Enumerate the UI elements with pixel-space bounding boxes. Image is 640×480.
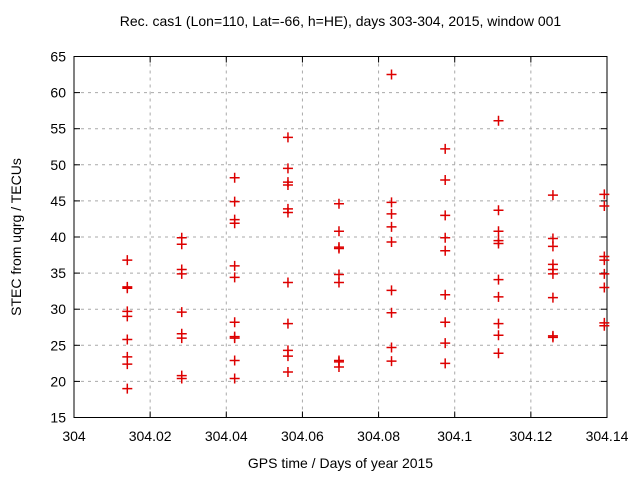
data-point-plus-icon: [229, 355, 240, 366]
data-point-plus-icon: [599, 320, 610, 331]
data-point-plus-icon: [229, 373, 240, 384]
data-point-plus-icon: [282, 163, 293, 174]
data-point-plus-icon: [122, 359, 133, 370]
data-point-plus-icon: [282, 132, 293, 143]
data-point-plus-icon: [122, 283, 133, 294]
data-point-plus-icon: [493, 330, 504, 341]
data-point-plus-icon: [386, 197, 397, 208]
data-point-plus-icon: [333, 361, 344, 372]
data-point-plus-icon: [386, 69, 397, 80]
data-point-plus-icon: [282, 180, 293, 191]
data-point-plus-icon: [386, 285, 397, 296]
chart-title: Rec. cas1 (Lon=110, Lat=-66, h=HE), days…: [119, 13, 562, 29]
data-point-plus-icon: [547, 332, 558, 343]
data-point-plus-icon: [282, 207, 293, 218]
data-point-plus-icon: [599, 268, 610, 279]
y-tick-label: 20: [50, 373, 66, 389]
data-point-plus-icon: [493, 318, 504, 329]
data-point-plus-icon: [493, 205, 504, 216]
data-point-plus-icon: [493, 226, 504, 237]
data-point-plus-icon: [440, 289, 451, 300]
x-tick-label: 304: [62, 428, 86, 444]
data-point-plus-icon: [599, 189, 610, 200]
data-point-plus-icon: [493, 291, 504, 302]
data-point-plus-icon: [282, 318, 293, 329]
data-point-plus-icon: [176, 373, 187, 384]
data-point-plus-icon: [229, 272, 240, 283]
data-point-plus-icon: [386, 342, 397, 353]
data-point-plus-icon: [493, 115, 504, 126]
y-axis-title: STEC from uqrg / TECUs: [8, 158, 24, 316]
data-point-plus-icon: [176, 268, 187, 279]
x-axis-title: GPS time / Days of year 2015: [247, 455, 434, 471]
data-point-plus-icon: [176, 333, 187, 344]
data-point-plus-icon: [386, 208, 397, 219]
data-point-plus-icon: [229, 317, 240, 328]
data-point-plus-icon: [440, 143, 451, 154]
data-point-plus-icon: [176, 239, 187, 250]
data-point-plus-icon: [229, 333, 240, 344]
y-tick-label: 45: [50, 193, 66, 209]
data-point-plus-icon: [333, 226, 344, 237]
data-point-plus-icon: [229, 260, 240, 271]
data-point-plus-icon: [599, 282, 610, 293]
data-point-plus-icon: [599, 255, 610, 266]
y-tick-label: 25: [50, 337, 66, 353]
data-point-plus-icon: [547, 190, 558, 201]
data-point-plus-icon: [493, 348, 504, 359]
data-point-plus-icon: [440, 232, 451, 243]
y-tick-label: 55: [50, 121, 66, 137]
y-tick-label: 15: [50, 410, 66, 426]
data-point-plus-icon: [122, 383, 133, 394]
data-point-plus-icon: [547, 241, 558, 252]
y-tick-label: 30: [50, 301, 66, 317]
data-point-plus-icon: [599, 200, 610, 211]
data-point-plus-icon: [440, 245, 451, 256]
data-point-plus-icon: [282, 351, 293, 362]
data-point-plus-icon: [386, 221, 397, 232]
data-point-plus-icon: [229, 218, 240, 229]
data-point-plus-icon: [122, 334, 133, 345]
data-point-plus-icon: [122, 255, 133, 266]
x-tick-label: 304.1: [437, 428, 472, 444]
y-tick-label: 35: [50, 265, 66, 281]
x-tick-label: 304.14: [586, 428, 629, 444]
data-point-plus-icon: [386, 356, 397, 367]
data-point-plus-icon: [386, 237, 397, 248]
data-point-plus-icon: [176, 307, 187, 318]
data-point-plus-icon: [493, 274, 504, 285]
x-tick-label: 304.06: [281, 428, 324, 444]
data-point-plus-icon: [440, 358, 451, 369]
data-point-plus-icon: [229, 196, 240, 207]
data-point-plus-icon: [547, 268, 558, 279]
data-point-plus-icon: [386, 307, 397, 318]
x-tick-label: 304.04: [205, 428, 248, 444]
x-tick-label: 304.12: [509, 428, 552, 444]
x-tick-label: 304.02: [129, 428, 172, 444]
data-point-plus-icon: [282, 277, 293, 288]
data-point-plus-icon: [333, 277, 344, 288]
data-point-plus-icon: [333, 243, 344, 254]
data-point-plus-icon: [333, 198, 344, 209]
data-point-plus-icon: [493, 238, 504, 249]
data-point-plus-icon: [440, 317, 451, 328]
data-point-plus-icon: [282, 367, 293, 378]
data-point-plus-icon: [440, 174, 451, 185]
y-tick-label: 50: [50, 157, 66, 173]
data-point-plus-icon: [229, 172, 240, 183]
y-tick-label: 60: [50, 85, 66, 101]
data-point-plus-icon: [547, 292, 558, 303]
data-point-plus-icon: [440, 210, 451, 221]
y-tick-label: 65: [50, 49, 66, 65]
x-tick-label: 304.08: [357, 428, 400, 444]
y-tick-label: 40: [50, 229, 66, 245]
data-point-plus-icon: [440, 338, 451, 349]
data-point-plus-icon: [122, 311, 133, 322]
